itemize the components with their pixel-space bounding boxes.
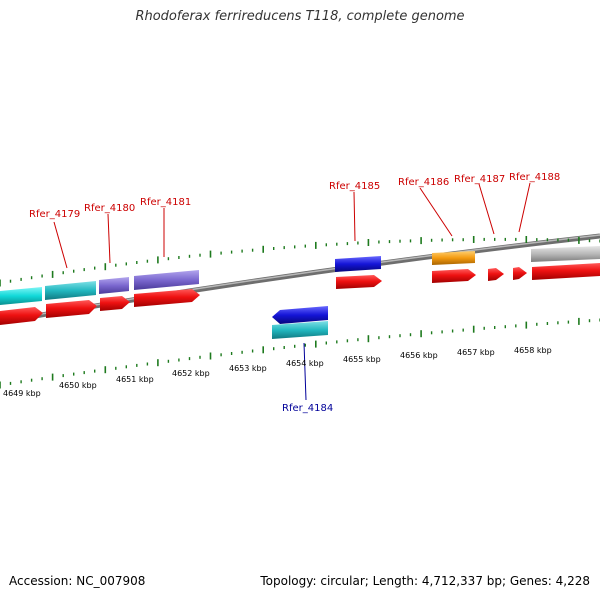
leader-rfer-4186	[419, 187, 453, 237]
accession-text: Accession: NC_007908	[9, 574, 146, 588]
cds-arrow-1[interactable]	[0, 307, 43, 325]
kbp-label-4655: 4655 kbp	[343, 355, 381, 364]
kbp-label-4651: 4651 kbp	[116, 375, 154, 384]
reverse-strand-ticks	[0, 317, 600, 389]
gene-label-rfer-4187[interactable]: Rfer_4187	[454, 174, 505, 185]
kbp-label-4654: 4654 kbp	[286, 359, 324, 368]
genome-summary-text: Topology: circular; Length: 4,712,337 bp…	[260, 574, 590, 588]
kbp-label-4653: 4653 kbp	[229, 364, 267, 373]
cds-arrow-4[interactable]	[134, 289, 200, 307]
feature-cyan[interactable]	[0, 287, 42, 305]
feature-teal-reverse[interactable]	[272, 321, 328, 339]
cds-arrow-8[interactable]	[513, 267, 527, 280]
kbp-label-4657: 4657 kbp	[457, 348, 495, 357]
feature-gray[interactable]	[531, 246, 600, 262]
feature-blue-reverse[interactable]	[272, 306, 328, 324]
forward-strand-ticks	[0, 236, 600, 287]
gene-label-rfer-4179[interactable]: Rfer_4179	[29, 209, 80, 220]
feature-teal[interactable]	[45, 281, 96, 300]
gene-label-rfer-4181[interactable]: Rfer_4181	[140, 197, 191, 208]
feature-blue[interactable]	[335, 256, 381, 272]
gene-label-rfer-4185[interactable]: Rfer_4185	[329, 181, 380, 192]
kbp-label-4649: 4649 kbp	[3, 389, 41, 398]
cds-arrow-2[interactable]	[46, 300, 97, 318]
cds-arrow-6[interactable]	[432, 269, 476, 283]
leader-rfer-4184	[303, 342, 307, 401]
kbp-label-4652: 4652 kbp	[172, 369, 210, 378]
kbp-label-4658: 4658 kbp	[514, 346, 552, 355]
leader-rfer-4179	[53, 221, 68, 269]
cds-arrow-3[interactable]	[100, 296, 130, 311]
gene-label-rfer-4180[interactable]: Rfer_4180	[84, 203, 135, 214]
gene-label-rfer-4184[interactable]: Rfer_4184	[282, 403, 333, 414]
gene-label-rfer-4188[interactable]: Rfer_4188	[509, 172, 560, 183]
cds-arrow-7[interactable]	[488, 268, 504, 281]
leader-rfer-4180	[107, 213, 111, 264]
cds-arrow-5[interactable]	[336, 275, 382, 289]
feature-purple-1[interactable]	[99, 277, 129, 294]
cds-arrow-9[interactable]	[532, 263, 600, 280]
leader-rfer-4187	[478, 183, 495, 235]
feature-orange[interactable]	[432, 251, 475, 265]
gene-label-rfer-4186[interactable]: Rfer_4186	[398, 177, 449, 188]
kbp-label-4650: 4650 kbp	[59, 381, 97, 390]
leader-rfer-4185	[353, 191, 356, 242]
feature-purple-2[interactable]	[134, 270, 199, 290]
leader-rfer-4188	[518, 182, 531, 233]
genome-title: Rhodoferax ferrireducens T118, complete …	[135, 9, 465, 24]
kbp-label-4656: 4656 kbp	[400, 351, 438, 360]
